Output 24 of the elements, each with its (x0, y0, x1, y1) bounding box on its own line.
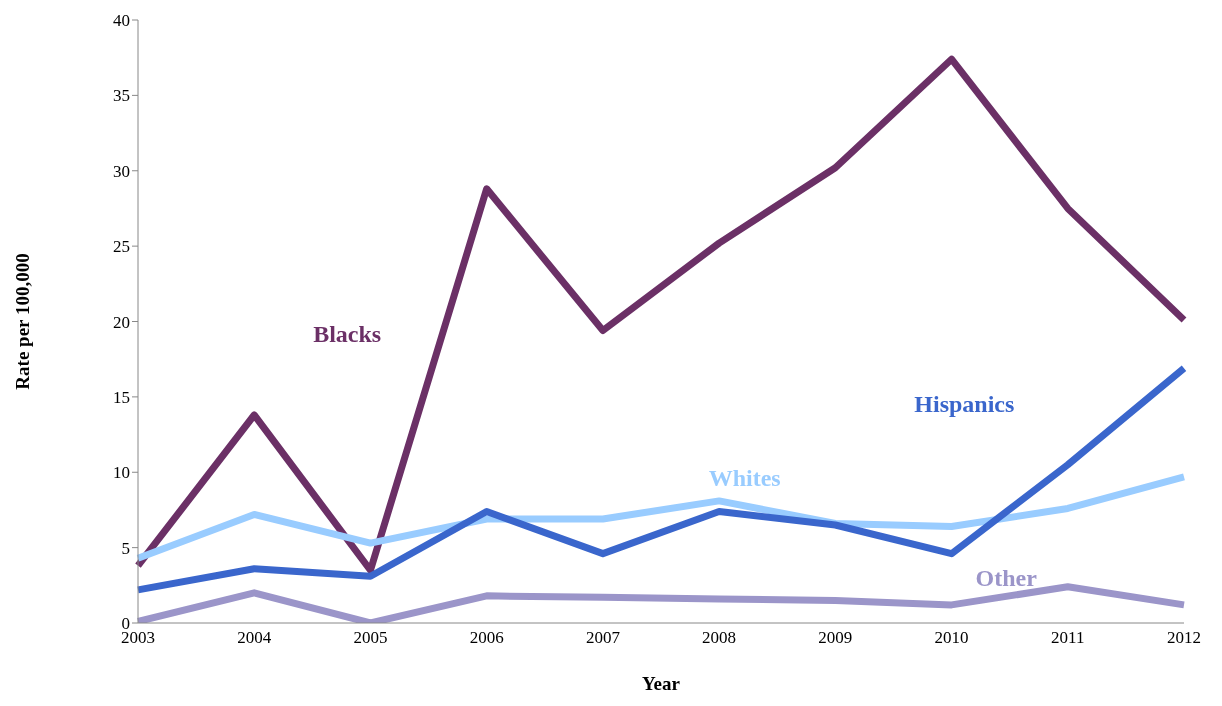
text: Blacks (313, 320, 382, 348)
x-tick-label: 2011 (1051, 628, 1085, 648)
series-label: Other (975, 564, 1037, 592)
y-tick-label: 5 (121, 538, 130, 558)
x-tick-label: 2007 (585, 628, 621, 648)
y-tick-label: 40 (113, 11, 130, 31)
x-tick-label: 2005 (353, 628, 388, 648)
x-tick-label: 2008 (702, 628, 737, 648)
text: Hispanics (914, 390, 1015, 418)
x-tick-label: 2003 (121, 628, 155, 648)
x-tick-label: 2006 (469, 628, 504, 648)
y-tick-label: 10 (113, 463, 130, 483)
x-tick-label: 2010 (934, 628, 969, 648)
y-tick-label: 25 (113, 237, 130, 257)
series-label: Whites (708, 464, 781, 492)
y-tick-label: 30 (113, 161, 130, 181)
y-axis-title: Rate per 100,000 (11, 253, 33, 390)
x-tick-label: 2004 (237, 628, 272, 648)
y-tick-label: 20 (113, 312, 130, 332)
x-tick-label: 2012 (1167, 628, 1201, 648)
x-tick-label: 2009 (818, 628, 853, 648)
x-axis-title: Year (642, 673, 681, 694)
y-tick-label: 35 (113, 86, 130, 106)
y-tick-label: 15 (113, 387, 130, 407)
